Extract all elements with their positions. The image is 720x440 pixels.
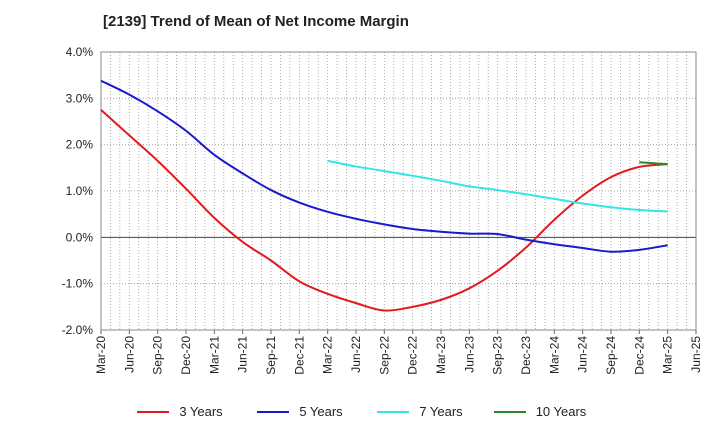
x-tick-label: Jun-25 [689,336,703,373]
y-tick-label: -1.0% [62,277,94,291]
legend-item: 5 Years [240,404,360,419]
legend-swatch [257,410,290,413]
legend-label: 5 Years [299,404,343,419]
gridlines [101,51,696,331]
y-tick-label: 0.0% [66,230,94,244]
chart-title: [2139] Trend of Mean of Net Income Margi… [103,13,409,30]
series-lines [100,79,668,312]
legend-swatch [493,410,526,413]
x-tick-label: Dec-22 [406,336,420,375]
x-tick-label: Mar-21 [207,336,221,374]
legend-label: 7 Years [419,404,463,419]
x-tick-label: Jun-20 [122,336,136,373]
x-axis-ticks: Mar-20 Jun-20 Sep-20 Dec-20 Mar-21 Jun-21 Sep-… [94,330,703,375]
x-tick-label: Sep-22 [377,336,391,375]
legend-item: 10 Years [480,404,600,419]
x-tick-label: Sep-23 [491,336,505,375]
x-tick-label: Mar-20 [94,336,108,374]
y-tick-label: 4.0% [66,45,94,59]
x-tick-label: Sep-21 [264,336,278,375]
y-tick-label: -2.0% [62,323,94,337]
x-tick-label: Mar-23 [434,336,448,374]
y-tick-label: 1.0% [66,184,94,198]
legend-item: 7 Years [360,404,480,419]
chart-legend: 3 Years 5 Years 7 Years 10 Years [0,404,720,419]
x-tick-label: Dec-23 [519,336,533,375]
x-tick-label: Jun-23 [462,336,476,373]
x-tick-label: Sep-20 [151,336,165,375]
series-line-5-years [100,79,668,253]
x-tick-label: Jun-21 [236,336,250,373]
x-tick-label: Mar-25 [661,336,675,374]
y-tick-label: 2.0% [66,138,94,152]
legend-label: 10 Years [535,404,587,419]
y-axis-ticks: 4.0% 3.0% 2.0% 1.0% 0.0% -1.0% -2.0% [62,45,94,337]
y-tick-label: 3.0% [66,91,94,105]
x-tick-label: Dec-24 [632,336,646,375]
x-tick-label: Dec-21 [292,336,306,375]
legend-label: 3 Years [179,404,223,419]
x-tick-label: Jun-24 [576,336,590,373]
legend-swatch [137,410,170,413]
series-line-10-years [639,161,668,166]
legend-swatch [377,410,410,413]
line-chart: 4.0% 3.0% 2.0% 1.0% 0.0% -1.0% -2.0% Mar-20 Jun… [62,45,703,375]
x-tick-label: Jun-22 [349,336,363,373]
x-tick-label: Mar-24 [547,336,561,374]
x-tick-label: Sep-24 [604,336,618,375]
plot-area-frame [100,51,697,331]
series-line-7-years [327,159,668,213]
x-tick-label: Mar-22 [321,336,335,374]
legend-item: 3 Years [120,404,240,419]
x-tick-label: Dec-20 [179,336,193,375]
